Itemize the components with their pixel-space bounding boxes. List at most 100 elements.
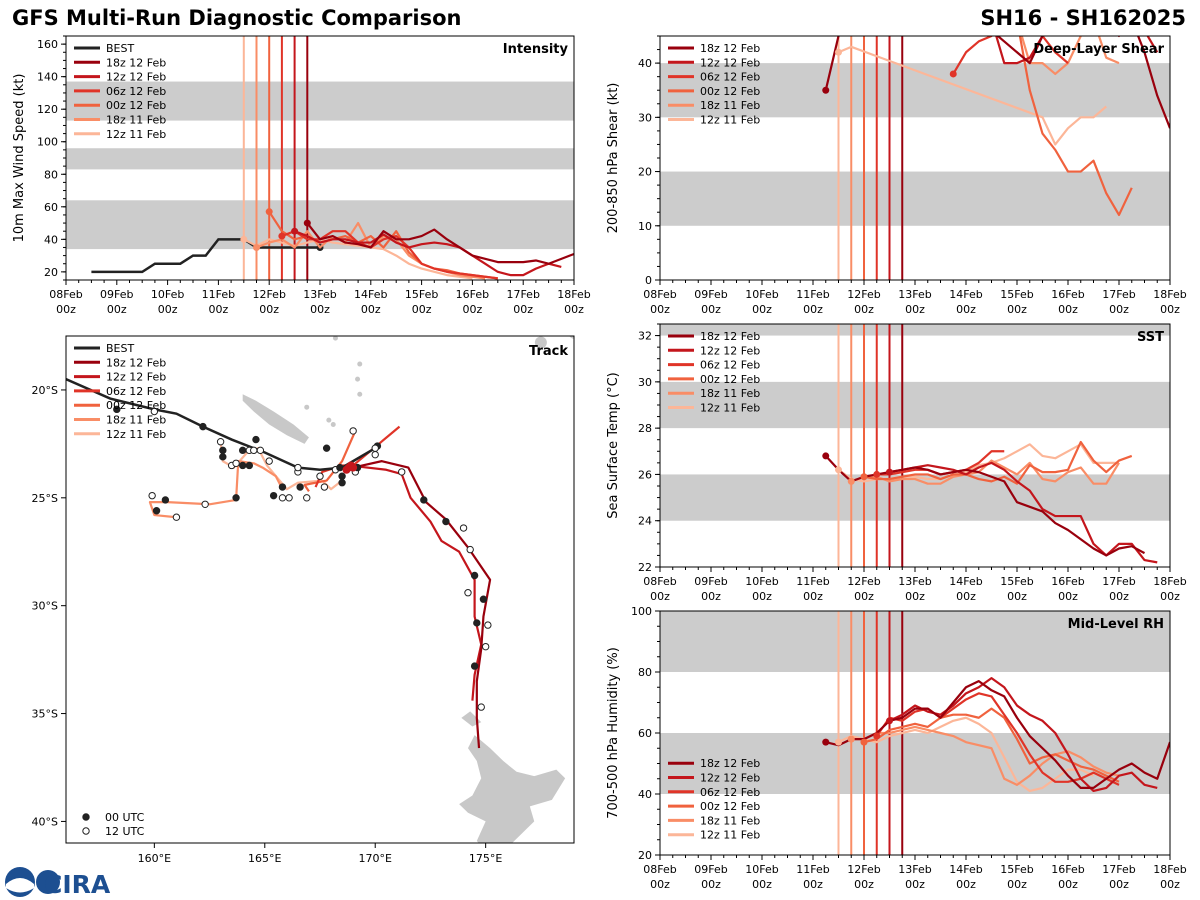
best-track-point [336,463,344,472]
track-point [459,524,468,532]
track-legend-label: 18z 12 Feb [106,356,166,369]
sst-legend-label: 12z 12 Feb [700,344,760,357]
track-plot-area [66,318,574,843]
sst-xtick-sublabel: 00z [752,590,772,603]
sst-ytick-label: 22 [638,561,652,574]
best-track-point [371,444,379,452]
cira-globe-icon [36,870,60,894]
island-land [355,376,361,382]
rh-legend-label: 12z 12 Feb [700,772,760,785]
track-point [484,621,492,629]
shear-legend-label: 12z 11 Feb [700,114,760,127]
track-frame [65,335,575,844]
rh-xtick-label: 11Feb [796,863,829,876]
rh-init-marker [835,738,842,746]
intensity-best-line [91,238,320,274]
shear-panel-title: Deep-Layer Shear [1033,42,1164,57]
rh-series-line [863,707,1120,783]
track-point [398,468,406,476]
intensity-xtick-label: 18Feb [557,288,590,301]
island-land [357,361,363,367]
rh-ylabel: 700-500 hPa Humidity (%) [606,647,621,819]
shear-init-marker [1014,16,1021,23]
shear-xtick-label: 18Feb [1153,288,1186,301]
rh-legend-label: 00z 12 Feb [700,800,760,813]
shear-init-marker [835,48,842,56]
marker-legend-symbol [82,813,90,821]
sst-xtick-label: 09Feb [694,575,727,588]
track-lon-label: 165°E [248,852,281,865]
best-track-point [113,405,121,414]
island-land [329,318,334,323]
shear-xtick-label: 16Feb [1051,288,1084,301]
track-point [161,496,170,504]
track-lat-label: 25°S [32,492,58,505]
island-land [330,421,336,427]
intensity-legend-label: 18z 11 Feb [106,114,166,127]
sst-ytick-label: 28 [638,422,652,435]
shear-legend-label: 18z 12 Feb [700,42,760,55]
sst-xtick-label: 10Feb [745,575,778,588]
sst-xtick-label: 11Feb [796,575,829,588]
shear-init-marker [1014,16,1021,23]
intensity-xtick-label: 12Feb [252,288,285,301]
track-panel: 160°E 165°E 170°E 175°E 20°S 25°S 30°S 35°S 40°S… [32,318,575,865]
track-point [420,496,428,504]
best-track-point [150,407,159,416]
track-legend-label: 12z 12 Feb [106,371,166,384]
sst-xtick-label: 13Feb [898,575,931,588]
intensity-xtick-sublabel: 00z [259,303,279,316]
rh-xtick-sublabel: 00z [1109,878,1129,891]
intensity-init-marker [303,219,311,227]
track-legend-label: 06z 12 Feb [106,385,166,398]
shear-series-line [995,36,1159,65]
intensity-threshold-band [66,148,574,170]
sst-init-marker [822,452,830,460]
rh-xtick-sublabel: 00z [803,878,823,891]
track-point [303,494,311,502]
intensity-xtick-label: 08Feb [49,288,82,301]
sst-xtick-sublabel: 00z [701,590,721,603]
shear-xtick-label: 13Feb [898,288,931,301]
sst-xtick-label: 18Feb [1153,575,1186,588]
track-lon-label: 170°E [358,852,391,865]
intensity-xtick-sublabel: 00z [412,303,432,316]
rh-xtick-label: 10Feb [745,863,778,876]
track-point [152,507,161,515]
shear-ylabel: 200-850 hPa Shear (kt) [606,83,621,234]
track-point [232,459,240,467]
sst-xtick-sublabel: 00z [956,590,976,603]
rh-init-marker [886,717,893,725]
rh-threshold-band [660,611,1170,672]
rh-xtick-label: 18Feb [1153,863,1186,876]
sst-legend-label: 00z 12 Feb [700,373,760,386]
sst-threshold-band [660,324,1170,336]
marker-legend-symbol [82,827,90,835]
track-run-line [352,460,492,749]
intensity-xtick-sublabel: 00z [158,303,178,316]
shear-legend-label: 06z 12 Feb [700,71,760,84]
sst-xtick-label: 16Feb [1051,575,1084,588]
rh-legend-label: 18z 11 Feb [700,814,760,827]
rh-panel-title: Mid-Level RH [1068,617,1164,632]
rh-xtick-sublabel: 00z [854,878,874,891]
new-caledonia-land [242,394,309,444]
rh-ytick-label: 60 [638,727,652,740]
shear-ytick-label: 0 [645,274,652,287]
intensity-xtick-sublabel: 00z [361,303,381,316]
best-track-point [294,463,302,472]
shear-init-marker [949,70,957,78]
sst-ytick-label: 32 [638,330,652,343]
sst-xtick-label: 14Feb [949,575,982,588]
intensity-panel: 20 40 60 80 100 120 140 160 08Feb 00z 09Feb 00z 10Fe… [12,35,591,316]
shear-xtick-sublabel: 00z [854,303,874,316]
sst-plot-area [660,324,1170,567]
rh-init-marker [847,735,855,743]
track-point [338,472,346,480]
current-position-marker [349,463,358,472]
track-point [320,483,329,491]
shear-xtick-sublabel: 00z [1007,303,1027,316]
shear-xtick-label: 15Feb [1000,288,1033,301]
rh-xtick-sublabel: 00z [1058,878,1078,891]
track-point [477,703,485,711]
